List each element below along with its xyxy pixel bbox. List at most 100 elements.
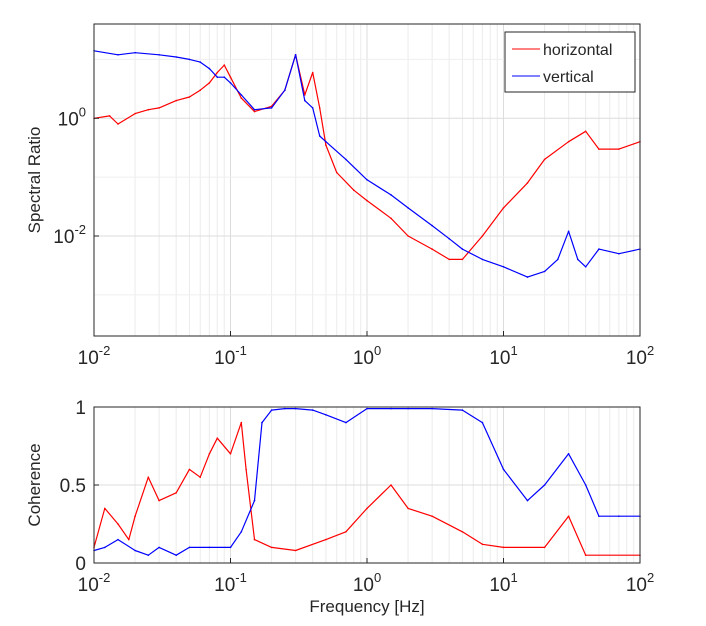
- data-point-horizontal: [245, 468, 247, 471]
- data-point-horizontal: [104, 507, 106, 510]
- x-tick-exponent: -1: [235, 570, 247, 585]
- data-point-horizontal: [216, 71, 219, 74]
- series-line-vertical-panel-0: [93, 50, 641, 278]
- data-point-vertical: [216, 76, 219, 78]
- x-tick-base: 10: [78, 348, 99, 369]
- data-point-horizontal: [502, 207, 505, 209]
- data-point-vertical: [199, 61, 201, 63]
- bottom-panel-y-ticks: 00.51: [60, 398, 99, 575]
- data-point-vertical: [618, 515, 620, 517]
- data-point-horizontal: [567, 515, 570, 517]
- y-tick-label: 1: [75, 398, 86, 419]
- data-point-vertical: [223, 76, 226, 78]
- legend: horizontal vertical: [504, 31, 636, 93]
- data-point-horizontal: [390, 484, 392, 486]
- data-point-vertical: [117, 538, 119, 541]
- data-point-vertical: [526, 276, 529, 278]
- x-tick-label: 10-2: [78, 343, 111, 369]
- data-point-vertical: [304, 99, 306, 102]
- data-point-horizontal: [240, 97, 243, 99]
- data-point-vertical: [461, 248, 464, 250]
- x-tick-exponent: -1: [235, 343, 247, 358]
- data-point-horizontal: [325, 538, 327, 541]
- data-point-vertical: [598, 248, 600, 250]
- data-point-vertical: [134, 549, 136, 552]
- y-tick-value: 0.5: [60, 476, 86, 497]
- data-point-vertical: [229, 546, 232, 549]
- data-point-horizontal: [431, 515, 433, 517]
- data-point-vertical: [543, 270, 546, 273]
- data-point-horizontal: [199, 476, 201, 479]
- data-point-vertical: [461, 409, 464, 411]
- data-point-vertical: [104, 546, 106, 549]
- data-point-horizontal: [325, 144, 327, 146]
- data-point-vertical: [253, 499, 256, 502]
- data-point-vertical: [158, 54, 160, 56]
- x-tick-base: 10: [214, 348, 235, 369]
- data-point-horizontal: [188, 96, 191, 98]
- data-point-horizontal: [618, 148, 620, 150]
- y-tick-label: 0.5: [60, 476, 86, 497]
- x-tick-label: 10-1: [214, 570, 247, 596]
- data-point-vertical: [229, 82, 232, 84]
- data-point-horizontal: [502, 546, 505, 549]
- y-tick-label: 100: [58, 104, 86, 130]
- x-tick-label: 100: [353, 343, 381, 369]
- data-point-horizontal: [543, 546, 546, 549]
- x-tick-base: 10: [489, 348, 510, 369]
- bottom-panel-coherence: 10-2 10-1 100 101 102 00.51 Coherence Freque…: [25, 398, 654, 616]
- data-point-vertical: [618, 252, 620, 255]
- data-point-vertical: [175, 56, 177, 58]
- x-tick-base: 10: [353, 575, 374, 596]
- data-point-horizontal: [223, 64, 226, 66]
- data-point-horizontal: [199, 89, 201, 91]
- data-point-vertical: [253, 108, 256, 111]
- data-point-vertical: [294, 407, 297, 410]
- data-point-vertical: [318, 135, 321, 137]
- data-point-horizontal: [108, 115, 111, 117]
- y-tick-label: 10-2: [53, 222, 86, 248]
- data-point-vertical: [117, 54, 119, 56]
- x-tick-label: 102: [626, 570, 654, 596]
- data-point-horizontal: [584, 130, 587, 133]
- data-point-vertical: [147, 554, 150, 556]
- top-panel-y-axis-label: Spectral Ratio: [25, 127, 44, 234]
- bottom-panel-series: [93, 407, 641, 556]
- data-point-horizontal: [134, 112, 136, 115]
- data-point-horizontal: [128, 538, 130, 541]
- legend-label-horizontal: horizontal: [543, 42, 612, 59]
- data-point-horizontal: [175, 99, 177, 102]
- data-point-vertical: [431, 224, 433, 227]
- y-tick-exponent: 0: [79, 104, 86, 119]
- data-point-horizontal: [175, 492, 177, 494]
- x-tick-exponent: -2: [99, 570, 111, 585]
- data-point-horizontal: [208, 453, 211, 455]
- x-tick-exponent: -2: [99, 343, 111, 358]
- data-point-vertical: [502, 266, 505, 268]
- data-point-vertical: [240, 94, 243, 96]
- data-point-vertical: [158, 546, 160, 549]
- data-point-vertical: [134, 51, 136, 54]
- data-point-horizontal: [158, 499, 160, 502]
- data-point-horizontal: [543, 158, 546, 161]
- data-point-horizontal: [294, 549, 297, 552]
- x-tick-label: 101: [489, 343, 517, 369]
- data-point-vertical: [284, 407, 286, 410]
- x-tick-base: 10: [353, 348, 374, 369]
- data-point-vertical: [261, 421, 263, 424]
- data-point-horizontal: [461, 258, 464, 261]
- data-point-horizontal: [407, 235, 409, 237]
- data-point-horizontal: [567, 140, 570, 143]
- data-point-vertical: [270, 409, 273, 411]
- data-point-vertical: [325, 140, 327, 143]
- y-tick-value: 1: [75, 398, 86, 419]
- data-point-horizontal: [584, 554, 587, 556]
- x-tick-exponent: 2: [647, 570, 654, 585]
- data-point-vertical: [208, 546, 211, 549]
- bottom-panel-y-axis-label: Coherence: [25, 443, 44, 526]
- x-tick-label: 10-2: [78, 570, 111, 596]
- data-point-horizontal: [481, 235, 484, 237]
- x-tick-exponent: 0: [374, 343, 381, 358]
- legend-box: [504, 31, 636, 93]
